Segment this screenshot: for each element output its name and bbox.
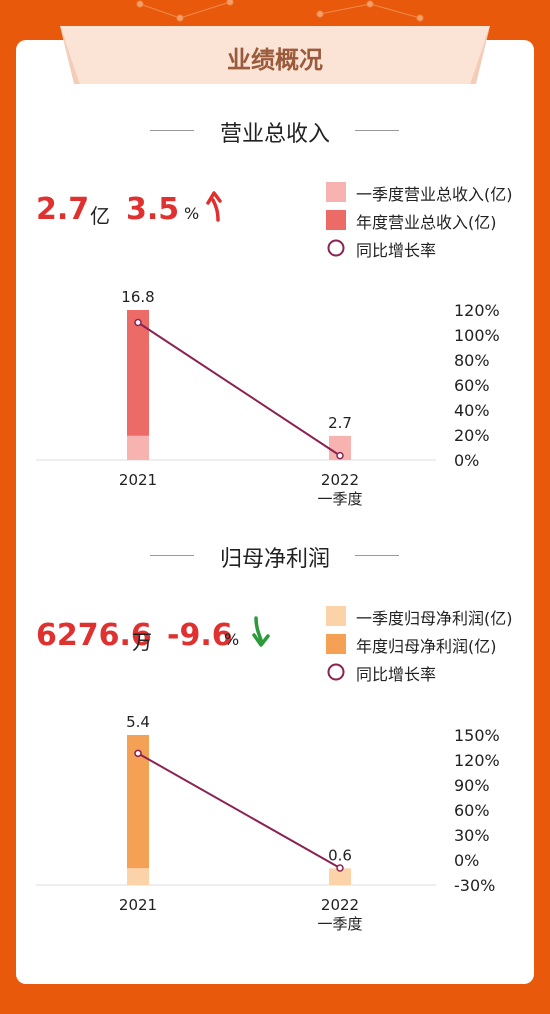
y2-tick-label: 0% xyxy=(454,851,479,870)
legend-swatch xyxy=(326,182,346,202)
revenue-change-value: 3.5 xyxy=(126,192,180,227)
annual-bar xyxy=(127,310,149,436)
header-banner: 业绩概况 xyxy=(60,26,490,84)
revenue-headline-unit: 亿 xyxy=(90,204,110,228)
category-label: 2022 xyxy=(321,471,359,489)
growth-rate-point xyxy=(134,318,142,327)
y2-tick-label: 120% xyxy=(454,301,500,320)
growth-rate-point xyxy=(336,451,344,460)
revenue-section-title-wrap: 营业总收入 xyxy=(0,116,550,148)
y2-tick-label: 80% xyxy=(454,351,490,370)
legend-circle-icon xyxy=(327,239,345,257)
revenue-section-title: 营业总收入 xyxy=(219,122,330,147)
arrow-up-icon xyxy=(206,191,222,222)
profit-section-title-wrap: 归母净利润 xyxy=(0,541,550,573)
data-label: 5.4 xyxy=(126,713,150,731)
category-label: 2022 xyxy=(321,896,359,914)
category-label: 2021 xyxy=(119,471,157,489)
y2-tick-label: 30% xyxy=(454,826,490,845)
quarter-bar xyxy=(127,435,149,460)
y2-tick-label: 40% xyxy=(454,401,490,420)
y2-tick-label: 90% xyxy=(454,776,490,795)
growth-rate-point xyxy=(134,749,142,758)
profit-headline-unit: 万 xyxy=(132,630,152,654)
growth-rate-point xyxy=(336,864,344,872)
profit-change-unit: % xyxy=(224,630,240,649)
quarter-bar xyxy=(127,868,149,885)
profit-section-title: 归母净利润 xyxy=(219,547,330,572)
legend-circle-icon xyxy=(327,663,345,681)
legend-label: 同比增长率 xyxy=(356,665,437,684)
title-divider-left xyxy=(150,130,194,131)
data-label: 2.7 xyxy=(328,414,352,432)
category-label: 2021 xyxy=(119,896,157,914)
profit-change-value: -9.6 xyxy=(167,618,233,653)
data-label: 16.8 xyxy=(121,288,154,306)
legend-swatch xyxy=(326,606,346,626)
growth-rate-line xyxy=(137,321,341,457)
y2-tick-label: 60% xyxy=(454,801,490,820)
banner-ribbon xyxy=(60,26,490,84)
y2-tick-label: 120% xyxy=(454,751,500,770)
category-label: 一季度 xyxy=(317,490,362,508)
legend-label: 一季度归母净利润(亿) xyxy=(356,609,513,628)
revenue-change-unit: % xyxy=(184,204,200,223)
data-label: 0.6 xyxy=(328,846,352,864)
legend-label: 同比增长率 xyxy=(356,241,437,260)
y2-tick-label: -30% xyxy=(454,876,495,895)
title-divider-right xyxy=(355,555,399,556)
title-divider-right xyxy=(355,130,399,131)
banner-title: 业绩概况 xyxy=(227,46,323,74)
legend-swatch xyxy=(326,210,346,230)
y2-tick-label: 100% xyxy=(454,326,500,345)
background-network-decoration xyxy=(136,0,424,22)
annual-bar xyxy=(127,735,149,869)
quarter-bar xyxy=(329,435,351,460)
y2-tick-label: 20% xyxy=(454,426,490,445)
legend-label: 一季度营业总收入(亿) xyxy=(356,185,513,204)
growth-rate-line xyxy=(137,752,341,869)
arrow-down-icon xyxy=(252,616,270,647)
profit-headline-value: 6276.6 xyxy=(36,618,152,653)
y2-tick-label: 60% xyxy=(454,376,490,395)
category-label: 一季度 xyxy=(317,915,362,933)
revenue-headline-value: 2.7 xyxy=(36,192,90,227)
legend-swatch xyxy=(326,634,346,654)
title-divider-left xyxy=(150,555,194,556)
quarter-bar xyxy=(329,868,351,885)
y2-tick-label: 150% xyxy=(454,726,500,745)
y2-tick-label: 0% xyxy=(454,451,479,470)
legend-label: 年度归母净利润(亿) xyxy=(356,637,497,656)
legend-label: 年度营业总收入(亿) xyxy=(356,213,497,232)
performance-card xyxy=(16,40,534,984)
